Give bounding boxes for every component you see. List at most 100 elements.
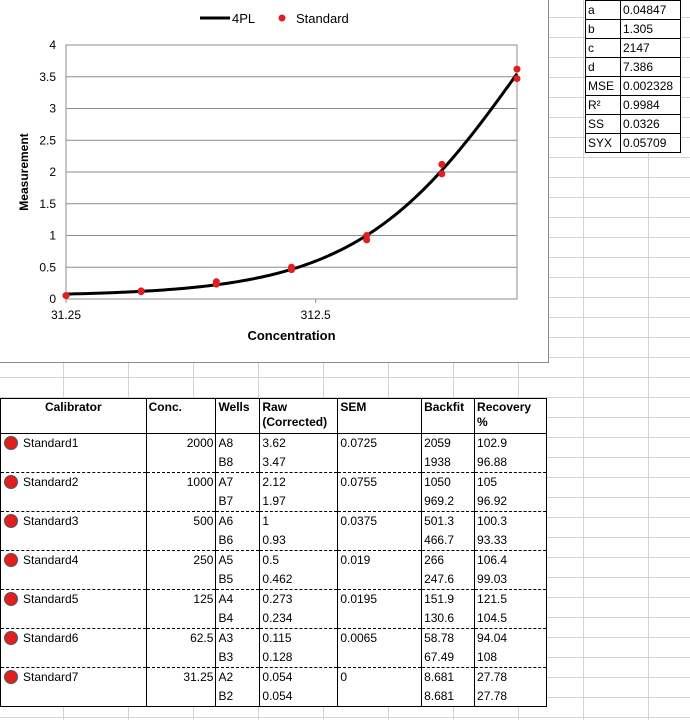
recovery-cell[interactable]: 100.3 (474, 511, 547, 531)
conc-cell[interactable] (145, 492, 217, 512)
sem-cell[interactable] (337, 492, 423, 512)
raw-cell[interactable]: 0.5 (259, 550, 339, 570)
raw-cell[interactable]: 1 (259, 511, 339, 531)
recovery-cell[interactable]: 102.9 (474, 433, 547, 453)
calibrator-cell[interactable] (0, 570, 147, 590)
sem-cell[interactable]: 0.0195 (337, 589, 423, 609)
standard-point[interactable] (513, 75, 521, 83)
standard-point[interactable] (137, 287, 145, 295)
chart-area[interactable]: 0 0.5 1 1.5 2 2.5 3 3.5 4 31.25 312.5 Concentrati… (0, 0, 549, 363)
recovery-cell[interactable]: 104.5 (474, 609, 547, 629)
well-cell[interactable]: A5 (215, 550, 261, 570)
well-cell[interactable]: A6 (215, 511, 261, 531)
calibrator-cell[interactable]: Standard1 (0, 433, 147, 453)
backfit-cell[interactable]: 466.7 (421, 531, 476, 551)
recovery-cell[interactable]: 96.88 (474, 453, 547, 473)
well-cell[interactable]: B4 (215, 609, 261, 629)
param-key[interactable]: SS (585, 114, 621, 134)
sem-cell[interactable]: 0.0065 (337, 628, 423, 648)
conc-cell[interactable] (145, 609, 217, 629)
calibrator-cell[interactable] (0, 492, 147, 512)
standard-point[interactable] (363, 236, 371, 244)
recovery-cell[interactable]: 93.33 (474, 531, 547, 551)
conc-cell[interactable]: 250 (145, 550, 217, 570)
raw-cell[interactable]: 0.115 (259, 628, 339, 648)
well-cell[interactable]: B6 (215, 531, 261, 551)
conc-cell[interactable]: 62.5 (145, 628, 217, 648)
calibrator-cell[interactable]: Standard5 (0, 589, 147, 609)
param-key[interactable]: b (585, 19, 621, 39)
conc-cell[interactable]: 500 (145, 511, 217, 531)
sem-cell[interactable] (337, 453, 423, 473)
sem-cell[interactable] (337, 687, 423, 707)
sem-cell[interactable]: 0.0375 (337, 511, 423, 531)
well-cell[interactable]: A7 (215, 472, 261, 492)
sem-cell[interactable]: 0.0755 (337, 472, 423, 492)
param-key[interactable]: d (585, 57, 621, 77)
well-cell[interactable]: B3 (215, 648, 261, 668)
conc-cell[interactable]: 2000 (145, 433, 217, 453)
calibrator-cell[interactable]: Standard6 (0, 628, 147, 648)
param-value[interactable]: 7.386 (620, 57, 681, 77)
sem-cell[interactable] (337, 570, 423, 590)
backfit-cell[interactable]: 266 (421, 550, 476, 570)
conc-cell[interactable] (145, 453, 217, 473)
raw-cell[interactable]: 0.93 (259, 531, 339, 551)
backfit-cell[interactable]: 67.49 (421, 648, 476, 668)
raw-cell[interactable]: 0.462 (259, 570, 339, 590)
param-value[interactable]: 0.0326 (620, 114, 681, 134)
calibrator-cell[interactable] (0, 453, 147, 473)
well-cell[interactable]: A8 (215, 433, 261, 453)
calibrator-cell[interactable]: Standard4 (0, 550, 147, 570)
raw-cell[interactable]: 0.054 (259, 667, 339, 687)
param-key[interactable]: R² (585, 95, 621, 115)
standard-point[interactable] (288, 266, 295, 274)
sem-cell[interactable]: 0 (337, 667, 423, 687)
conc-cell[interactable]: 125 (145, 589, 217, 609)
recovery-cell[interactable]: 94.04 (474, 628, 547, 648)
calibrator-cell[interactable] (0, 648, 147, 668)
standard-point[interactable] (438, 170, 446, 178)
calibrator-cell[interactable] (0, 687, 147, 707)
standard-point[interactable] (513, 65, 521, 73)
raw-cell[interactable]: 2.12 (259, 472, 339, 492)
calibrator-cell[interactable] (0, 609, 147, 629)
param-key[interactable]: SYX (585, 133, 621, 153)
standard-point[interactable] (62, 292, 70, 300)
param-value[interactable]: 0.04847 (620, 0, 681, 20)
recovery-cell[interactable]: 99.03 (474, 570, 547, 590)
recovery-cell[interactable]: 27.78 (474, 687, 547, 707)
recovery-cell[interactable]: 27.78 (474, 667, 547, 687)
raw-cell[interactable]: 0.273 (259, 589, 339, 609)
calibrator-cell[interactable] (0, 531, 147, 551)
sem-cell[interactable]: 0.0725 (337, 433, 423, 453)
backfit-cell[interactable]: 969.2 (421, 492, 476, 512)
backfit-cell[interactable]: 151.9 (421, 589, 476, 609)
param-key[interactable]: c (585, 38, 621, 58)
well-cell[interactable]: A4 (215, 589, 261, 609)
raw-cell[interactable]: 1.97 (259, 492, 339, 512)
backfit-cell[interactable]: 58.78 (421, 628, 476, 648)
sem-cell[interactable]: 0.019 (337, 550, 423, 570)
backfit-cell[interactable]: 8.681 (421, 667, 476, 687)
backfit-cell[interactable]: 2059 (421, 433, 476, 453)
calibrator-cell[interactable]: Standard2 (0, 472, 147, 492)
standard-point[interactable] (438, 160, 446, 168)
well-cell[interactable]: B2 (215, 687, 261, 707)
sem-cell[interactable] (337, 609, 423, 629)
raw-cell[interactable]: 3.47 (259, 453, 339, 473)
sem-cell[interactable] (337, 648, 423, 668)
calibrator-cell[interactable]: Standard7 (0, 667, 147, 687)
calibrator-cell[interactable]: Standard3 (0, 511, 147, 531)
recovery-cell[interactable]: 121.5 (474, 589, 547, 609)
well-cell[interactable]: B5 (215, 570, 261, 590)
standard-point[interactable] (212, 280, 220, 288)
backfit-cell[interactable]: 130.6 (421, 609, 476, 629)
well-cell[interactable]: B8 (215, 453, 261, 473)
param-key[interactable]: a (585, 0, 621, 20)
backfit-cell[interactable]: 8.681 (421, 687, 476, 707)
param-value[interactable]: 0.9984 (620, 95, 681, 115)
well-cell[interactable]: B7 (215, 492, 261, 512)
raw-cell[interactable]: 0.234 (259, 609, 339, 629)
backfit-cell[interactable]: 247.6 (421, 570, 476, 590)
